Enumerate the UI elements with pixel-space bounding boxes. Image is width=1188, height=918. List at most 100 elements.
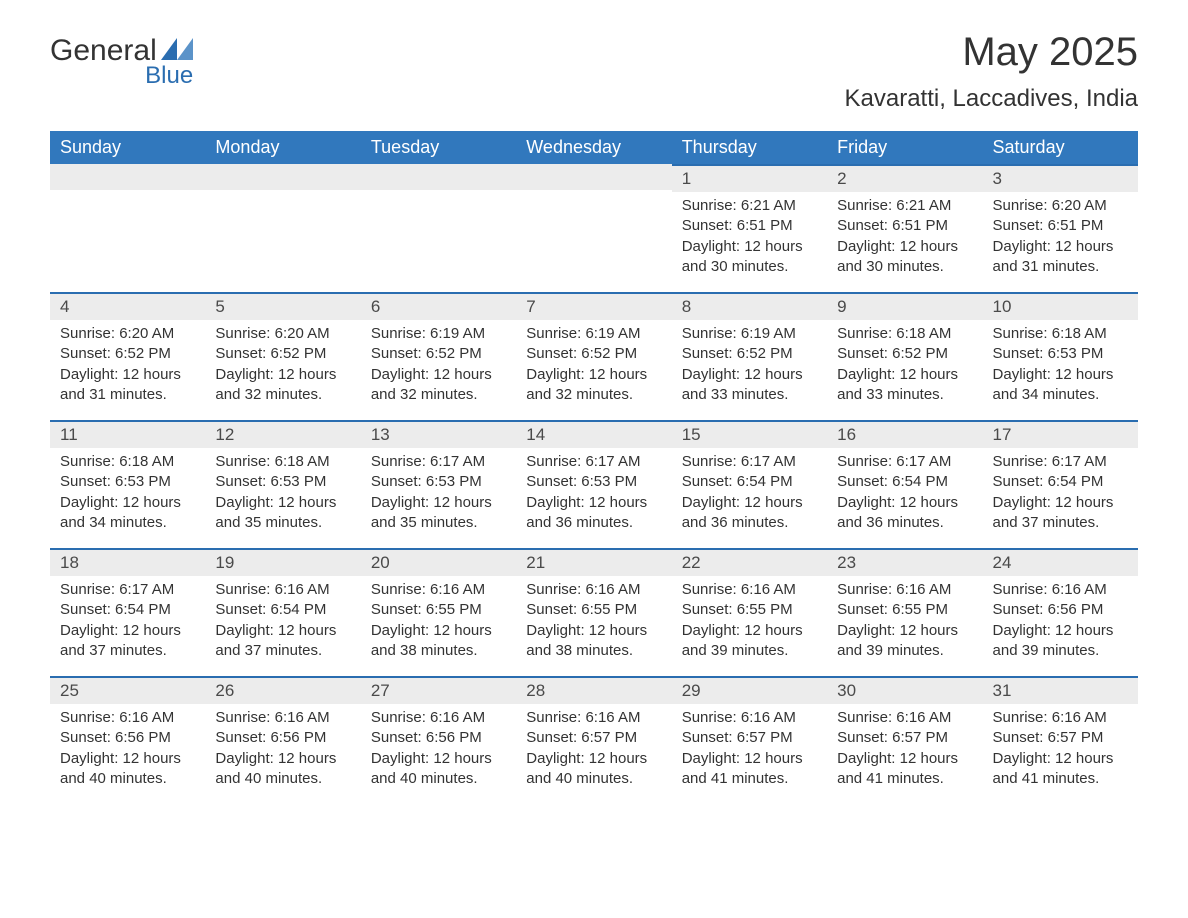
sunrise-line: Sunrise: 6:16 AM [526, 580, 661, 600]
sunrise-line: Sunrise: 6:20 AM [60, 324, 195, 344]
calendar-cell: 14Sunrise: 6:17 AMSunset: 6:53 PMDayligh… [516, 420, 671, 548]
calendar-week-row: 1Sunrise: 6:21 AMSunset: 6:51 PMDaylight… [50, 164, 1138, 292]
daylight-line: Daylight: 12 hours and 41 minutes. [682, 749, 817, 790]
sunset-line: Sunset: 6:54 PM [993, 472, 1128, 492]
calendar-cell: 12Sunrise: 6:18 AMSunset: 6:53 PMDayligh… [205, 420, 360, 548]
sunset-line: Sunset: 6:52 PM [837, 344, 972, 364]
day-details: Sunrise: 6:20 AMSunset: 6:52 PMDaylight:… [50, 320, 205, 413]
location-subtitle: Kavaratti, Laccadives, India [845, 85, 1139, 113]
calendar-cell: 24Sunrise: 6:16 AMSunset: 6:56 PMDayligh… [983, 548, 1138, 676]
day-details: Sunrise: 6:16 AMSunset: 6:55 PMDaylight:… [672, 576, 827, 669]
day-details: Sunrise: 6:21 AMSunset: 6:51 PMDaylight:… [672, 192, 827, 285]
sunset-line: Sunset: 6:53 PM [526, 472, 661, 492]
sunset-line: Sunset: 6:52 PM [371, 344, 506, 364]
calendar-cell: 16Sunrise: 6:17 AMSunset: 6:54 PMDayligh… [827, 420, 982, 548]
day-details: Sunrise: 6:17 AMSunset: 6:54 PMDaylight:… [827, 448, 982, 541]
sunset-line: Sunset: 6:52 PM [526, 344, 661, 364]
day-number: 12 [205, 420, 360, 448]
sunrise-line: Sunrise: 6:16 AM [371, 708, 506, 728]
day-number: 15 [672, 420, 827, 448]
day-details: Sunrise: 6:16 AMSunset: 6:57 PMDaylight:… [827, 704, 982, 797]
day-number: 31 [983, 676, 1138, 704]
day-details: Sunrise: 6:16 AMSunset: 6:56 PMDaylight:… [205, 704, 360, 797]
day-details: Sunrise: 6:17 AMSunset: 6:54 PMDaylight:… [983, 448, 1138, 541]
day-details: Sunrise: 6:18 AMSunset: 6:53 PMDaylight:… [983, 320, 1138, 413]
logo-general-text: General [50, 34, 157, 67]
sunset-line: Sunset: 6:56 PM [60, 728, 195, 748]
sunrise-line: Sunrise: 6:20 AM [215, 324, 350, 344]
sunrise-line: Sunrise: 6:16 AM [215, 708, 350, 728]
day-details: Sunrise: 6:17 AMSunset: 6:53 PMDaylight:… [516, 448, 671, 541]
calendar-cell: 1Sunrise: 6:21 AMSunset: 6:51 PMDaylight… [672, 164, 827, 292]
sunrise-line: Sunrise: 6:19 AM [526, 324, 661, 344]
day-details: Sunrise: 6:19 AMSunset: 6:52 PMDaylight:… [361, 320, 516, 413]
weekday-header: Wednesday [516, 131, 671, 164]
day-details: Sunrise: 6:16 AMSunset: 6:55 PMDaylight:… [827, 576, 982, 669]
sunset-line: Sunset: 6:57 PM [993, 728, 1128, 748]
daylight-line: Daylight: 12 hours and 33 minutes. [837, 365, 972, 406]
calendar-cell: 13Sunrise: 6:17 AMSunset: 6:53 PMDayligh… [361, 420, 516, 548]
calendar-cell: 18Sunrise: 6:17 AMSunset: 6:54 PMDayligh… [50, 548, 205, 676]
calendar-table: SundayMondayTuesdayWednesdayThursdayFrid… [50, 131, 1138, 804]
calendar-cell: 3Sunrise: 6:20 AMSunset: 6:51 PMDaylight… [983, 164, 1138, 292]
empty-day-bar [361, 164, 516, 190]
empty-day-bar [516, 164, 671, 190]
calendar-cell: 15Sunrise: 6:17 AMSunset: 6:54 PMDayligh… [672, 420, 827, 548]
daylight-line: Daylight: 12 hours and 40 minutes. [60, 749, 195, 790]
weekday-header: Friday [827, 131, 982, 164]
day-details: Sunrise: 6:17 AMSunset: 6:53 PMDaylight:… [361, 448, 516, 541]
sunset-line: Sunset: 6:54 PM [60, 600, 195, 620]
sunset-line: Sunset: 6:52 PM [215, 344, 350, 364]
day-number: 7 [516, 292, 671, 320]
daylight-line: Daylight: 12 hours and 35 minutes. [371, 493, 506, 534]
day-number: 24 [983, 548, 1138, 576]
calendar-cell: 25Sunrise: 6:16 AMSunset: 6:56 PMDayligh… [50, 676, 205, 804]
daylight-line: Daylight: 12 hours and 30 minutes. [682, 237, 817, 278]
day-number: 16 [827, 420, 982, 448]
daylight-line: Daylight: 12 hours and 30 minutes. [837, 237, 972, 278]
sunrise-line: Sunrise: 6:21 AM [837, 196, 972, 216]
weekday-header: Thursday [672, 131, 827, 164]
sunrise-line: Sunrise: 6:18 AM [60, 452, 195, 472]
day-number: 2 [827, 164, 982, 192]
calendar-cell [516, 164, 671, 292]
calendar-cell: 8Sunrise: 6:19 AMSunset: 6:52 PMDaylight… [672, 292, 827, 420]
daylight-line: Daylight: 12 hours and 37 minutes. [60, 621, 195, 662]
calendar-cell: 20Sunrise: 6:16 AMSunset: 6:55 PMDayligh… [361, 548, 516, 676]
daylight-line: Daylight: 12 hours and 34 minutes. [60, 493, 195, 534]
daylight-line: Daylight: 12 hours and 37 minutes. [993, 493, 1128, 534]
calendar-cell: 11Sunrise: 6:18 AMSunset: 6:53 PMDayligh… [50, 420, 205, 548]
logo-triangle-icon [161, 38, 193, 60]
day-number: 18 [50, 548, 205, 576]
day-details: Sunrise: 6:16 AMSunset: 6:56 PMDaylight:… [983, 576, 1138, 669]
day-details: Sunrise: 6:21 AMSunset: 6:51 PMDaylight:… [827, 192, 982, 285]
daylight-line: Daylight: 12 hours and 41 minutes. [993, 749, 1128, 790]
day-number: 4 [50, 292, 205, 320]
calendar-cell: 19Sunrise: 6:16 AMSunset: 6:54 PMDayligh… [205, 548, 360, 676]
daylight-line: Daylight: 12 hours and 31 minutes. [993, 237, 1128, 278]
calendar-cell: 30Sunrise: 6:16 AMSunset: 6:57 PMDayligh… [827, 676, 982, 804]
sunset-line: Sunset: 6:56 PM [215, 728, 350, 748]
sunrise-line: Sunrise: 6:16 AM [837, 708, 972, 728]
empty-day-bar [50, 164, 205, 190]
day-details: Sunrise: 6:18 AMSunset: 6:53 PMDaylight:… [205, 448, 360, 541]
day-number: 30 [827, 676, 982, 704]
daylight-line: Daylight: 12 hours and 32 minutes. [371, 365, 506, 406]
day-details: Sunrise: 6:19 AMSunset: 6:52 PMDaylight:… [516, 320, 671, 413]
day-details: Sunrise: 6:16 AMSunset: 6:56 PMDaylight:… [50, 704, 205, 797]
sunset-line: Sunset: 6:55 PM [682, 600, 817, 620]
day-details: Sunrise: 6:16 AMSunset: 6:55 PMDaylight:… [516, 576, 671, 669]
daylight-line: Daylight: 12 hours and 39 minutes. [682, 621, 817, 662]
sunset-line: Sunset: 6:52 PM [60, 344, 195, 364]
sunrise-line: Sunrise: 6:17 AM [993, 452, 1128, 472]
logo: General Blue [50, 30, 193, 88]
daylight-line: Daylight: 12 hours and 39 minutes. [993, 621, 1128, 662]
sunrise-line: Sunrise: 6:16 AM [993, 580, 1128, 600]
calendar-cell: 4Sunrise: 6:20 AMSunset: 6:52 PMDaylight… [50, 292, 205, 420]
calendar-cell: 28Sunrise: 6:16 AMSunset: 6:57 PMDayligh… [516, 676, 671, 804]
sunset-line: Sunset: 6:51 PM [682, 216, 817, 236]
calendar-week-row: 11Sunrise: 6:18 AMSunset: 6:53 PMDayligh… [50, 420, 1138, 548]
month-title: May 2025 [845, 30, 1139, 75]
daylight-line: Daylight: 12 hours and 36 minutes. [682, 493, 817, 534]
day-number: 26 [205, 676, 360, 704]
